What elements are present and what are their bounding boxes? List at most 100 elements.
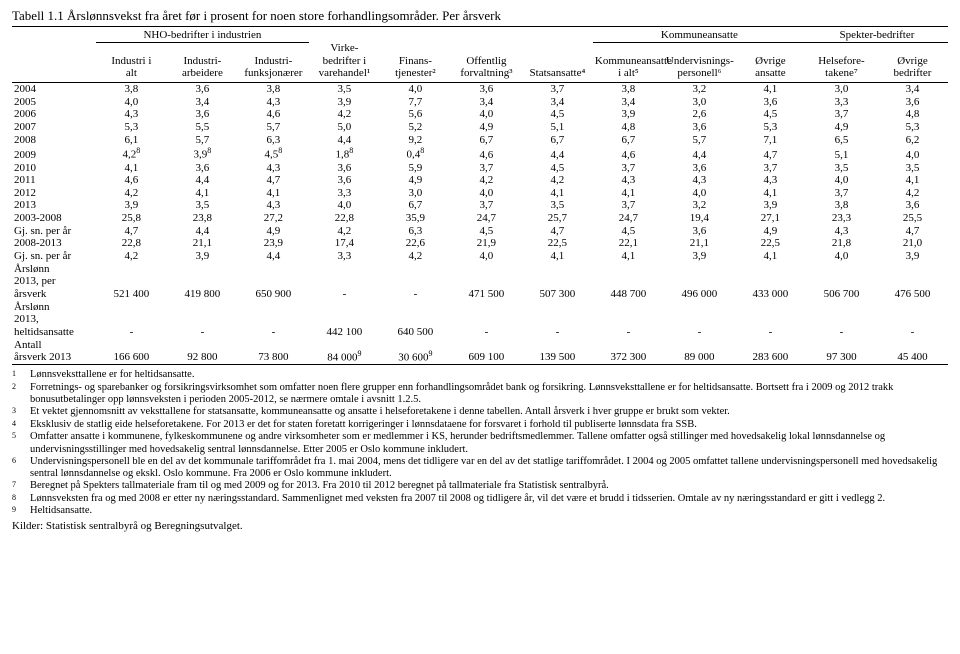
cell: 3,5 (309, 83, 380, 96)
cell: 4,6 (238, 108, 309, 121)
cell: 3,4 (167, 96, 238, 109)
cell: 3,7 (593, 162, 664, 175)
table-title: Tabell 1.1 Årslønnsvekst fra året før i … (12, 8, 948, 24)
cell: 5,1 (522, 121, 593, 134)
footnote-text: Forretnings- og sparebanker og forsikrin… (30, 382, 948, 406)
cell: 4,1 (96, 162, 167, 175)
cell: 21,1 (167, 237, 238, 250)
footnote: 9Heltidsansatte. (12, 505, 948, 518)
table-row: 2008-201322,821,123,917,422,621,922,522,… (12, 237, 948, 250)
cell: 3,3 (309, 250, 380, 263)
footnote-number: 4 (12, 419, 30, 432)
cell: 640 500 (380, 301, 451, 339)
col1-line2: alt (96, 67, 167, 82)
cell: 6,3 (238, 134, 309, 147)
cell: 5,7 (664, 134, 735, 147)
col8-line1: Kommuneansatte (593, 55, 664, 68)
table-row: 20075,35,55,75,05,24,95,14,83,65,34,95,3 (12, 121, 948, 134)
table-row: Antallårsverk 2013166 60092 80073 80084 … (12, 339, 948, 365)
footnotes: 1Lønnsveksttallene er for heltidsansatte… (12, 369, 948, 518)
cell: 3,6 (877, 199, 948, 212)
cell: 4,1 (735, 83, 806, 96)
cell: - (522, 301, 593, 339)
cell: 4,58 (238, 146, 309, 161)
col5-line1: Finans- (380, 55, 451, 68)
cell: 3,6 (167, 108, 238, 121)
cell: 3,6 (664, 121, 735, 134)
cell: 6,3 (380, 225, 451, 238)
col3-line2: funksjonærer (238, 67, 309, 82)
cell: 22,5 (522, 237, 593, 250)
row-label: 2009 (12, 146, 96, 161)
cell: - (664, 301, 735, 339)
cell: 4,1 (735, 250, 806, 263)
cell: 22,8 (96, 237, 167, 250)
cell: 3,7 (451, 162, 522, 175)
cell: 3,6 (664, 162, 735, 175)
group-nho: NHO-bedrifter i industrien (96, 27, 309, 43)
cell: 4,4 (522, 146, 593, 161)
col7-line1 (522, 55, 593, 68)
cell: 4,7 (522, 225, 593, 238)
row-label: Årslønn2013,heltidsansatte (12, 301, 96, 339)
cell: 22,5 (735, 237, 806, 250)
cell: 3,6 (309, 174, 380, 187)
cell: 23,9 (238, 237, 309, 250)
cell: 4,0 (451, 187, 522, 200)
cell: 4,9 (380, 174, 451, 187)
cell: 9,2 (380, 134, 451, 147)
cell: 3,2 (664, 83, 735, 96)
cell: 5,3 (735, 121, 806, 134)
table-row: 20114,64,44,73,64,94,24,24,34,34,34,04,1 (12, 174, 948, 187)
cell: 5,5 (167, 121, 238, 134)
cell: - (96, 301, 167, 339)
cell: 506 700 (806, 263, 877, 301)
cell: 84 0009 (309, 339, 380, 365)
col11-line2: takene⁷ (806, 67, 877, 82)
table-row: 20094,283,984,581,880,484,64,44,64,44,75… (12, 146, 948, 161)
cell: 4,0 (877, 146, 948, 161)
cell: 3,6 (309, 162, 380, 175)
cell: 139 500 (522, 339, 593, 365)
footnote-number: 3 (12, 406, 30, 419)
cell: 4,28 (96, 146, 167, 161)
cell: - (238, 301, 309, 339)
cell: - (380, 263, 451, 301)
cell: 3,9 (309, 96, 380, 109)
cell: 4,7 (877, 225, 948, 238)
cell: - (167, 301, 238, 339)
table-body: 20043,83,63,83,54,03,63,73,83,24,13,03,4… (12, 83, 948, 365)
cell: 4,5 (522, 108, 593, 121)
cell: 650 900 (238, 263, 309, 301)
footnote-text: Heltidsansatte. (30, 505, 948, 517)
col10-line1: Øvrige (735, 55, 806, 68)
cell: 4,2 (309, 108, 380, 121)
cell: 4,3 (806, 225, 877, 238)
cell: 3,5 (167, 199, 238, 212)
cell: 5,0 (309, 121, 380, 134)
cell: 22,6 (380, 237, 451, 250)
table-row: 2003-200825,823,827,222,835,924,725,724,… (12, 212, 948, 225)
row-label: 2008-2013 (12, 237, 96, 250)
cell: 3,4 (522, 96, 593, 109)
row-label: Årslønn2013, perårsverk (12, 263, 96, 301)
cell: 25,8 (96, 212, 167, 225)
cell: 3,4 (451, 96, 522, 109)
cell: 5,3 (96, 121, 167, 134)
cell: 4,4 (167, 174, 238, 187)
cell: 22,8 (309, 212, 380, 225)
col12-line2: bedrifter (877, 67, 948, 82)
cell: 4,4 (238, 250, 309, 263)
col11-line1: Helsefore- (806, 55, 877, 68)
cell: 4,9 (806, 121, 877, 134)
cell: 3,3 (806, 96, 877, 109)
footnote: 7Beregnet på Spekters tallmateriale fram… (12, 480, 948, 493)
data-table: NHO-bedrifter i industrien Kommuneansatt… (12, 26, 948, 365)
cell: 27,1 (735, 212, 806, 225)
cell: 4,6 (96, 174, 167, 187)
cell: 30 6009 (380, 339, 451, 365)
cell: 3,9 (96, 199, 167, 212)
cell: 4,3 (238, 199, 309, 212)
row-label: 2005 (12, 96, 96, 109)
cell: 166 600 (96, 339, 167, 365)
